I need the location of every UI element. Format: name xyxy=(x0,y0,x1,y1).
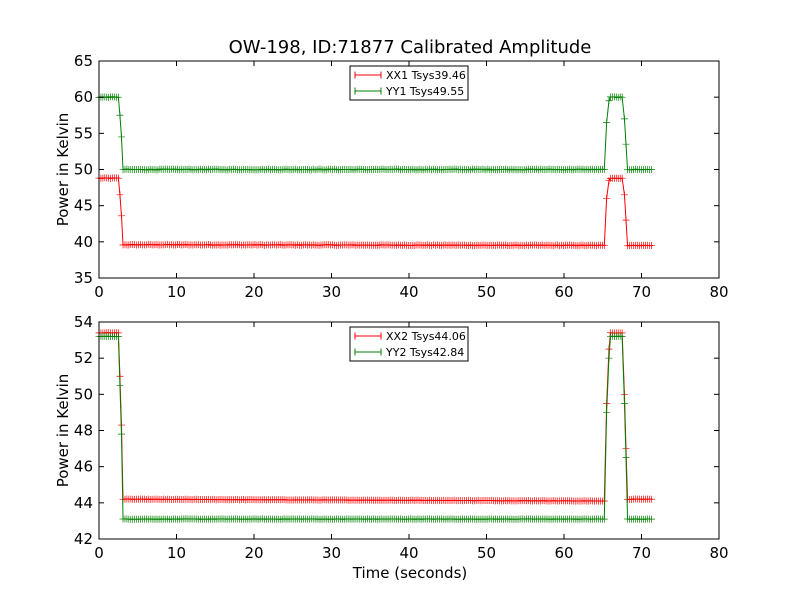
subplots: 0 10 20 30 40 50 60 70 80 35 40 45 50 55 60 65 Power in … xyxy=(54,52,729,562)
x-tick-label: 30 xyxy=(322,544,341,562)
y-tick-label: 54 xyxy=(74,313,93,331)
x-tick-label: 80 xyxy=(709,283,728,301)
x-tick-label: 60 xyxy=(554,544,573,562)
y-tick-label: 50 xyxy=(74,161,93,179)
y-tick-label: 65 xyxy=(74,52,93,70)
x-tick-label: 10 xyxy=(167,283,186,301)
x-tick-label: 60 xyxy=(554,283,573,301)
legend-box xyxy=(349,65,469,101)
x-tick-label: 50 xyxy=(477,544,496,562)
y-tick-label: 45 xyxy=(74,197,93,215)
y-tick-label: 50 xyxy=(74,385,93,403)
x-tick-label: 10 xyxy=(167,544,186,562)
subplot-2: 0 10 20 30 40 50 60 70 80 42 44 46 48 50 52 54 Power in … xyxy=(54,313,729,562)
y-tick-label: 48 xyxy=(74,422,93,440)
legend-label: XX1 Tsys39.46 xyxy=(386,69,466,82)
x-tick-label: 80 xyxy=(709,544,728,562)
y-tick-label: 55 xyxy=(74,124,93,142)
subplot-1: 0 10 20 30 40 50 60 70 80 35 40 45 50 55 60 65 Power in … xyxy=(54,52,729,301)
legend-marker xyxy=(354,87,382,95)
legend-marker xyxy=(354,71,382,79)
legend: XX1 Tsys39.46 YY1 Tsys49.55 xyxy=(349,65,469,101)
x-tick-label: 0 xyxy=(94,544,104,562)
series-2-2 xyxy=(95,332,656,523)
x-tick-label: 70 xyxy=(632,283,651,301)
x-tick-label: 30 xyxy=(322,283,341,301)
legend-label: XX2 Tsys44.06 xyxy=(386,330,466,343)
y-tick-label: 44 xyxy=(74,494,93,512)
x-tick-label: 70 xyxy=(632,544,651,562)
legend-marker xyxy=(354,348,382,356)
chart-title: OW-198, ID:71877 Calibrated Amplitude xyxy=(229,37,592,58)
x-axis-label: Time (seconds) xyxy=(352,564,468,582)
x-tick-label: 50 xyxy=(477,283,496,301)
legend-marker xyxy=(354,332,382,340)
legend-box xyxy=(349,326,469,362)
y-axis-label: Power in Kelvin xyxy=(54,374,72,488)
y-tick-label: 60 xyxy=(74,88,93,106)
x-tick-label: 20 xyxy=(244,283,263,301)
legend: XX2 Tsys44.06 YY2 Tsys42.84 xyxy=(349,326,469,362)
y-tick-label: 42 xyxy=(74,530,93,548)
legend-label: YY1 Tsys49.55 xyxy=(385,85,464,98)
x-tick-label: 40 xyxy=(399,283,418,301)
y-tick-label: 35 xyxy=(74,269,93,287)
x-tick-label: 20 xyxy=(244,544,263,562)
y-tick-label: 46 xyxy=(74,458,93,476)
y-tick-label: 52 xyxy=(74,349,93,367)
x-tick-label: 0 xyxy=(94,283,104,301)
y-axis-label: Power in Kelvin xyxy=(54,113,72,227)
x-tick-label: 40 xyxy=(399,544,418,562)
series-1-2 xyxy=(95,93,656,174)
y-tick-label: 40 xyxy=(74,233,93,251)
legend-label: YY2 Tsys42.84 xyxy=(385,346,464,359)
